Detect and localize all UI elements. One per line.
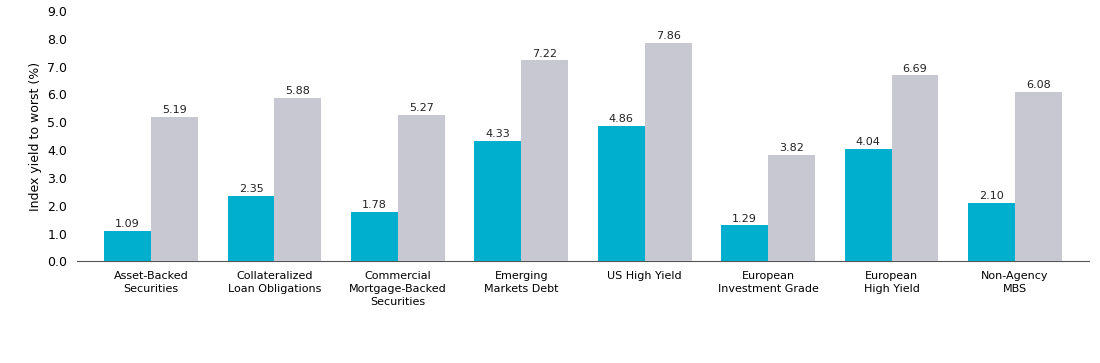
Bar xyxy=(151,117,198,261)
Text: 1.78: 1.78 xyxy=(362,200,387,210)
Bar xyxy=(845,149,891,261)
Text: 2.10: 2.10 xyxy=(979,191,1004,201)
Text: 5.27: 5.27 xyxy=(409,103,433,113)
Text: 2.35: 2.35 xyxy=(239,184,263,194)
Bar xyxy=(722,225,768,261)
Bar xyxy=(228,196,275,261)
Bar xyxy=(474,141,521,261)
Bar xyxy=(398,115,444,261)
Text: 3.82: 3.82 xyxy=(779,143,804,154)
Bar xyxy=(768,155,815,261)
Legend: 12/31/2021, 2/29/2024: 12/31/2021, 2/29/2024 xyxy=(482,362,684,363)
Text: 4.04: 4.04 xyxy=(856,137,880,147)
Bar xyxy=(968,203,1015,261)
Text: 4.86: 4.86 xyxy=(608,114,634,125)
Bar xyxy=(597,126,645,261)
Bar xyxy=(351,212,398,261)
Text: 7.22: 7.22 xyxy=(532,49,558,59)
Bar xyxy=(891,75,938,261)
Text: 1.09: 1.09 xyxy=(116,219,140,229)
Text: 7.86: 7.86 xyxy=(656,31,681,41)
Bar xyxy=(1015,92,1062,261)
Bar xyxy=(645,42,692,261)
Y-axis label: Index yield to worst (%): Index yield to worst (%) xyxy=(29,62,42,211)
Text: 6.08: 6.08 xyxy=(1026,81,1050,90)
Text: 4.33: 4.33 xyxy=(485,129,510,139)
Text: 5.88: 5.88 xyxy=(286,86,310,96)
Text: 1.29: 1.29 xyxy=(733,214,757,224)
Bar xyxy=(275,98,321,261)
Text: 6.69: 6.69 xyxy=(903,64,927,73)
Bar xyxy=(104,231,151,261)
Bar xyxy=(521,60,569,261)
Text: 5.19: 5.19 xyxy=(162,105,187,115)
